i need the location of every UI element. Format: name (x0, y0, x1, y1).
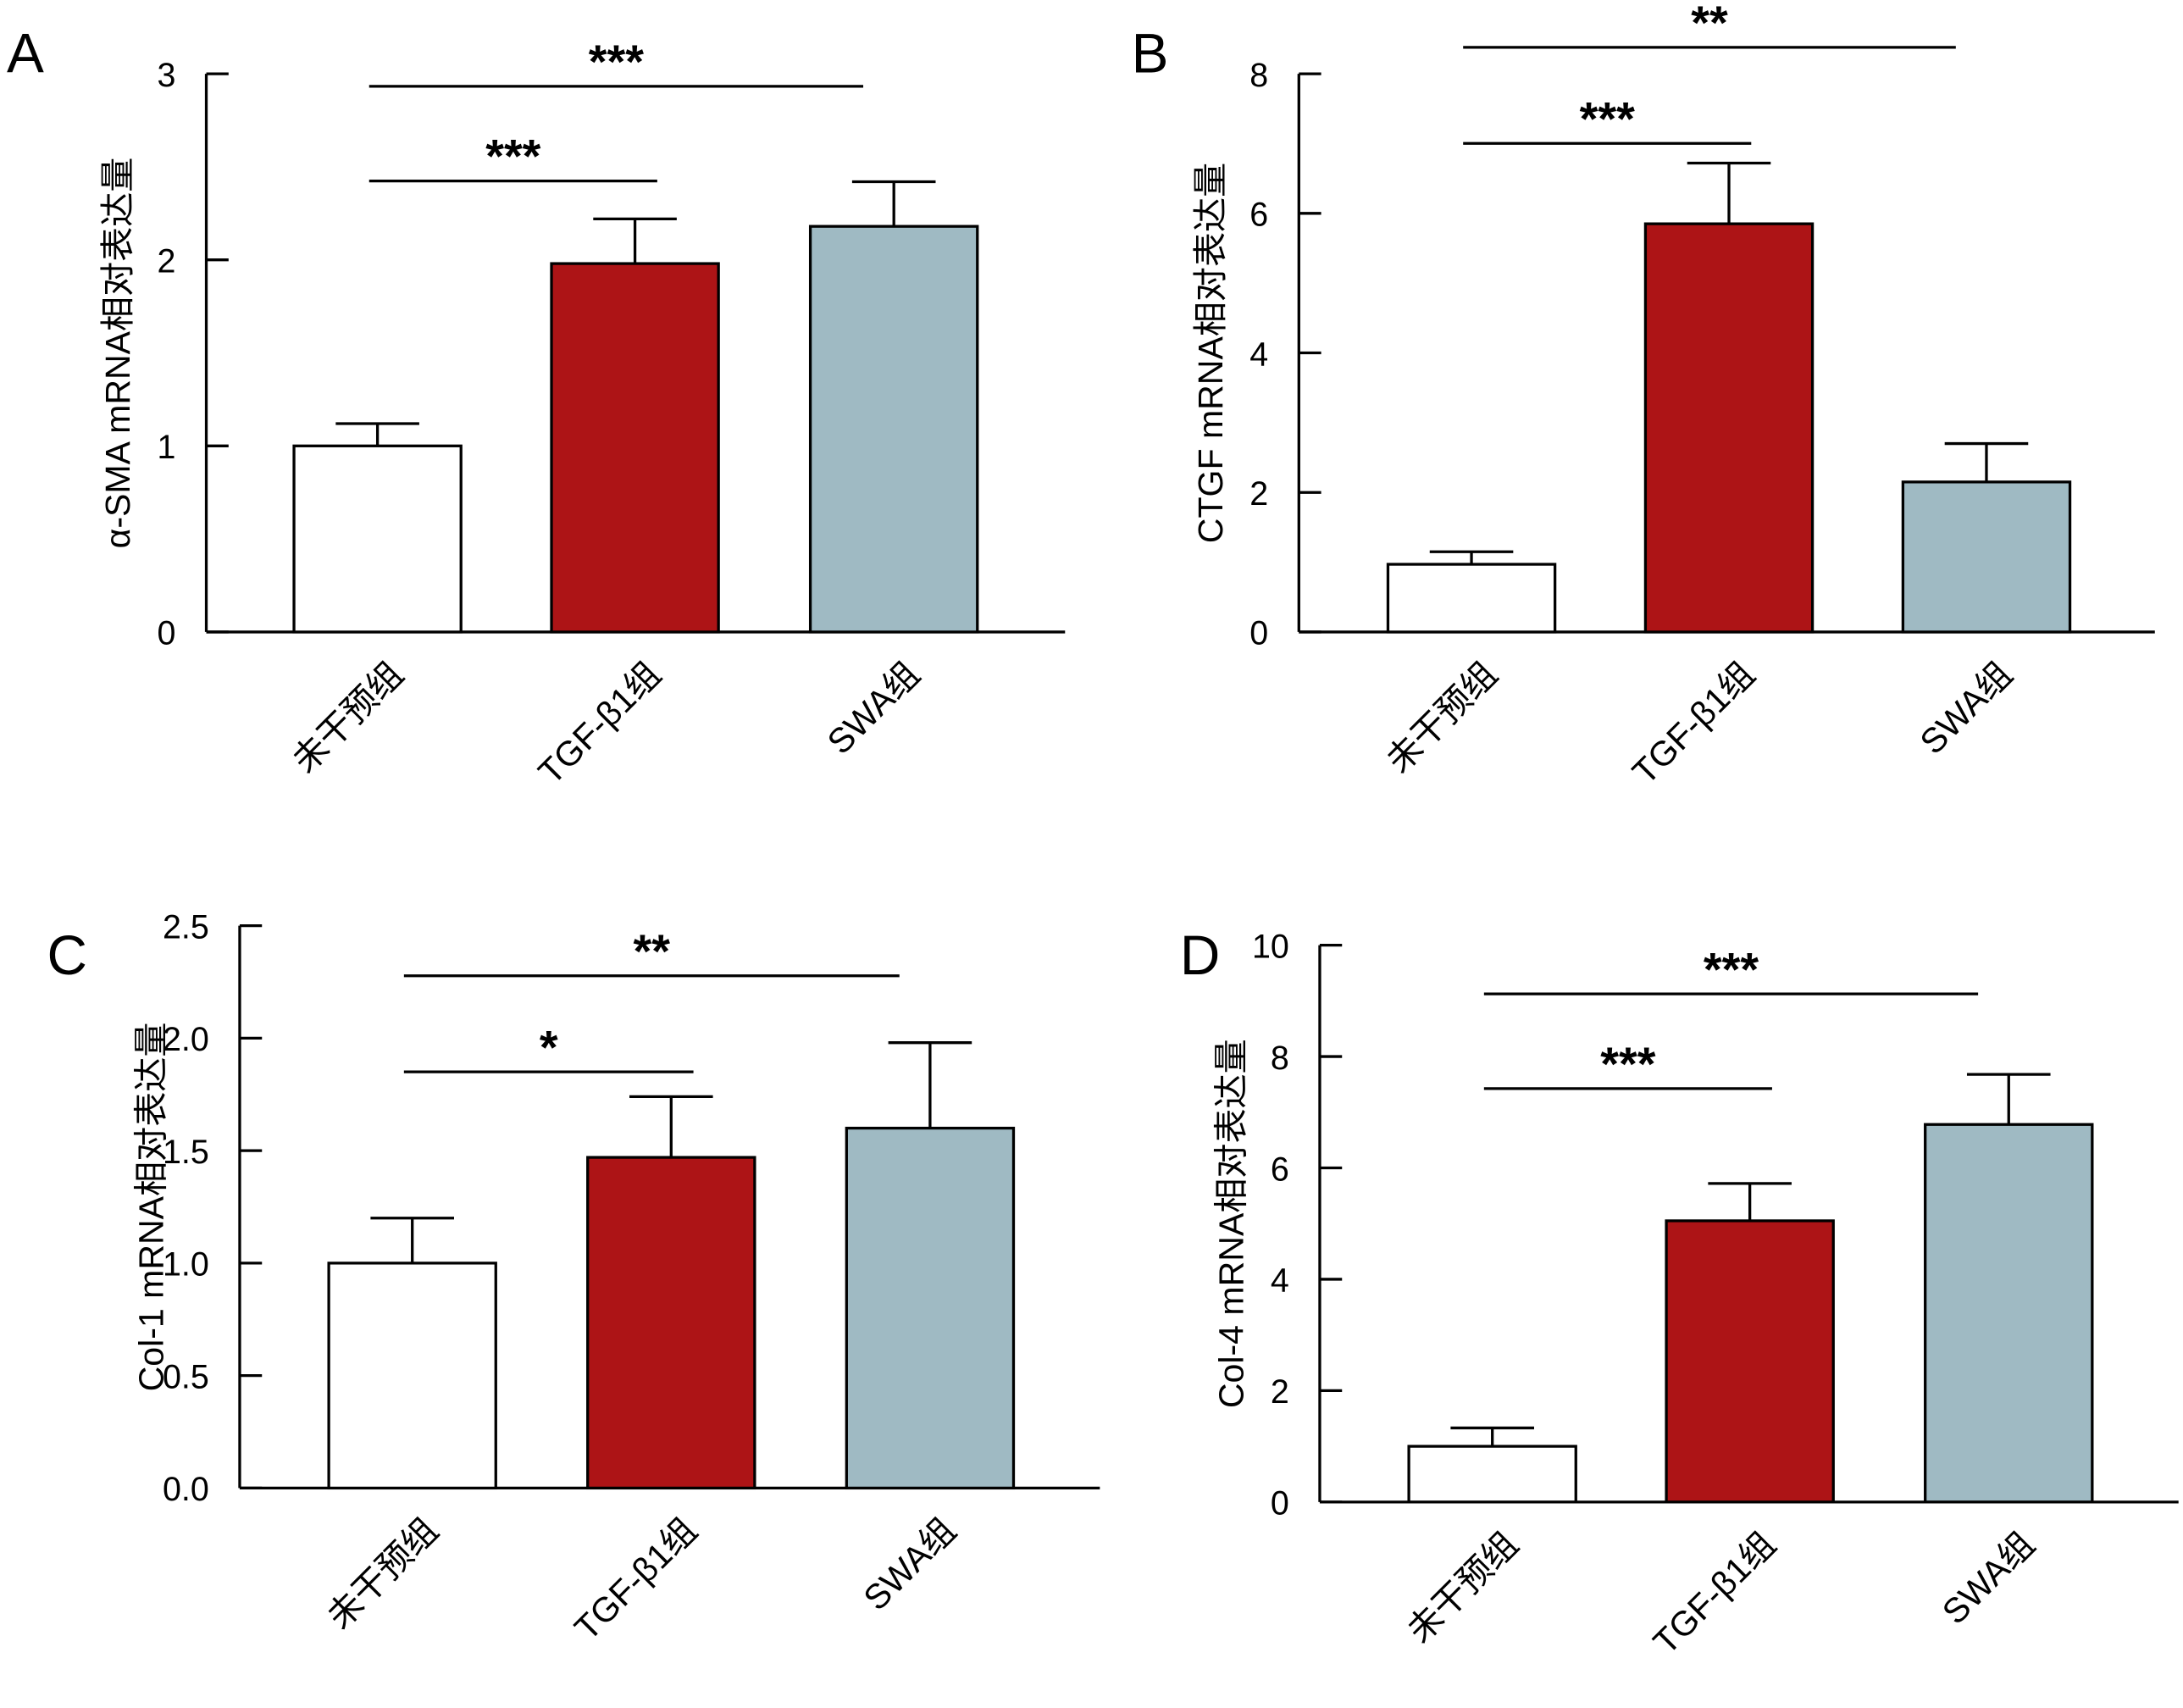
bar (1386, 563, 1557, 634)
significance-label: ** (1691, 0, 1728, 49)
y-tick-label: 1 (157, 429, 175, 466)
y-tick-label: 4 (1249, 336, 1268, 373)
y-tick-label: 0 (157, 615, 175, 652)
y-tick-label: 8 (1271, 1040, 1289, 1077)
bar (586, 1156, 756, 1490)
significance-label: *** (485, 130, 540, 183)
y-tick-label: 2 (1271, 1373, 1289, 1411)
bar (550, 262, 720, 634)
y-tick-label: 2.5 (163, 908, 209, 946)
significance-label: *** (1704, 942, 1759, 995)
bar (1407, 1445, 1577, 1504)
x-tick-label: TGF-β1组 (1625, 654, 1762, 791)
bar (327, 1262, 497, 1490)
panel-letter: B (1132, 22, 1169, 84)
y-tick-label: 2.0 (163, 1021, 209, 1058)
panel-letter: C (47, 924, 86, 986)
significance-label: * (540, 1020, 558, 1073)
significance-label: *** (1580, 92, 1635, 145)
x-tick-label: TGF-β1组 (567, 1511, 704, 1648)
y-axis-label: α-SMA mRNA相对表达量 (98, 158, 137, 549)
y-tick-label: 0 (1249, 615, 1268, 652)
x-tick-label: SWA组 (820, 654, 928, 762)
y-tick-label: 8 (1249, 57, 1268, 94)
bar (1901, 480, 2072, 634)
x-tick-label: SWA组 (1913, 654, 2020, 762)
x-tick-label: SWA组 (1935, 1524, 2042, 1632)
x-tick-label: 未干预组 (1379, 654, 1505, 780)
bar (1643, 222, 1815, 634)
y-axis-label: Col-4 mRNA相对表达量 (1212, 1039, 1251, 1408)
x-tick-label: 未干预组 (1399, 1524, 1526, 1650)
y-tick-label: 3 (157, 57, 175, 94)
y-tick-label: 2 (1249, 475, 1268, 513)
bar (1924, 1123, 2094, 1504)
x-tick-label: SWA组 (856, 1511, 964, 1618)
bar (292, 444, 463, 634)
y-tick-label: 10 (1252, 928, 1289, 965)
y-tick-label: 1.0 (163, 1246, 209, 1284)
significance-label: *** (1600, 1037, 1655, 1090)
x-tick-label: TGF-β1组 (531, 654, 668, 791)
y-axis-label: Col-1 mRNA相对表达量 (132, 1023, 171, 1392)
bar (845, 1126, 1016, 1490)
y-tick-label: 2 (157, 242, 175, 280)
y-tick-label: 6 (1271, 1151, 1289, 1188)
y-tick-label: 1.5 (163, 1134, 209, 1171)
y-tick-label: 0 (1271, 1485, 1289, 1522)
y-axis-label: CTGF mRNA相对表达量 (1191, 163, 1230, 543)
bar (808, 225, 979, 634)
x-tick-label: 未干预组 (319, 1511, 446, 1637)
significance-label: ** (634, 924, 671, 978)
x-tick-label: 未干预组 (285, 654, 411, 780)
bar (1665, 1219, 1835, 1504)
x-tick-label: TGF-β1组 (1646, 1524, 1783, 1661)
y-tick-label: 4 (1271, 1262, 1289, 1300)
y-tick-label: 0.0 (163, 1471, 209, 1508)
y-tick-label: 0.5 (163, 1358, 209, 1395)
significance-label: *** (589, 35, 644, 88)
panel-letter: D (1180, 924, 1220, 986)
panel-letter: A (7, 22, 44, 84)
y-tick-label: 6 (1249, 197, 1268, 234)
